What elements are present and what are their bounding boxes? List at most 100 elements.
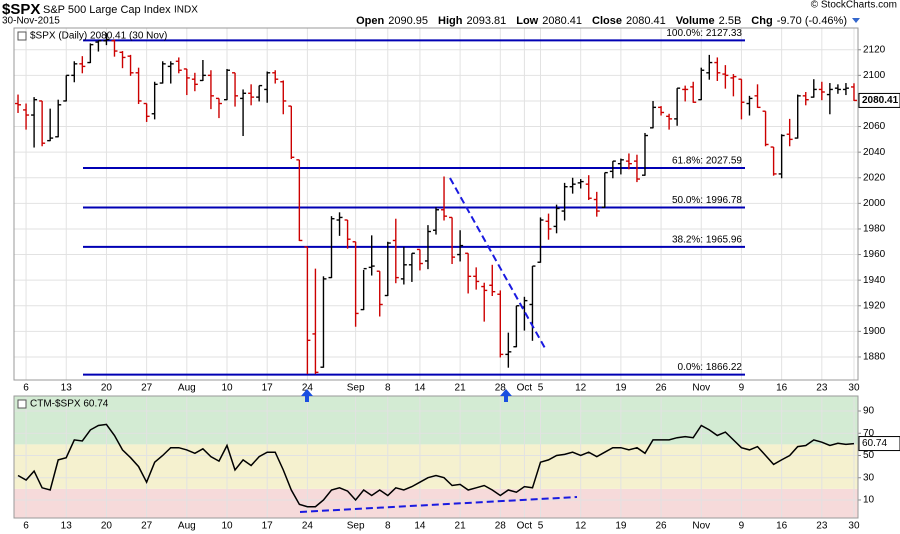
panels: 1880190019201940196019802000202020402060… [13,27,900,532]
arrow-up [301,389,313,402]
y-tick-label: 2040 [863,147,886,158]
x-tick-label: 10 [221,521,233,532]
x-tick-label: 27 [141,521,153,532]
last-value-tag [858,436,900,452]
panel: 1880190019201940196019802000202020402060… [13,27,900,394]
x-tick-label: 14 [414,521,426,532]
x-tick-label: Sep [347,521,365,532]
y-tick-label: 2120 [863,44,886,55]
menu-arrow[interactable] [852,18,860,23]
y-tick-label: 30 [863,472,875,483]
x-tick-label: Nov [692,521,710,532]
quote-line: Open 2090.95 High 2093.81 Low 2080.41 Close 208… [356,15,847,27]
fib-label: 100.0%: 2127.33 [666,28,742,39]
x-tick-label: 28 [495,521,507,532]
quote-value: 2080.41 [626,15,666,27]
fib-label: 0.0%: 1866.22 [678,362,743,373]
y-tick-label: 1920 [863,300,886,311]
y-tick-label: 1880 [863,352,886,363]
x-tick-label: 17 [262,383,274,394]
x-tick-label: 24 [302,521,314,532]
last-value-tag [858,92,900,108]
legend: CTM-$SPX 60.74 [30,399,109,410]
quote-value: 2093.81 [466,15,506,27]
x-tick-label: 28 [495,383,507,394]
x-tick-label: 20 [101,521,113,532]
y-tick-label: 50 [863,450,875,461]
fib-label: 61.8%: 2027.59 [672,156,742,167]
x-tick-label: 14 [414,383,426,394]
y-tick-label: 1980 [863,224,886,235]
last-value-label: 2080.41 [862,95,899,106]
x-tick-label: 10 [221,383,233,394]
copyright: © StockCharts.com [811,0,897,11]
x-tick-label: 9 [739,521,745,532]
y-tick-label: 2020 [863,172,886,183]
quote-value: 2080.41 [542,15,582,27]
x-tick-label: 21 [455,521,467,532]
x-tick-label: 12 [575,383,587,394]
quote-label: Open [356,15,384,27]
security-name: S&P 500 Large Cap Index [43,4,171,16]
x-tick-label: 6 [23,383,29,394]
trend-line [299,496,578,513]
exchange: INDX [174,5,198,16]
y-tick-label: 2060 [863,121,886,132]
x-tick-label: 16 [776,383,788,394]
y-tick-label: 90 [863,406,875,417]
quote-value: 2.5B [719,15,742,27]
x-tick-label: Sep [347,383,365,394]
arrow-up [500,389,512,402]
plot-frame [13,395,859,519]
x-tick-label: 13 [61,383,73,394]
x-tick-label: Nov [692,383,710,394]
x-tick-label: 24 [302,383,314,394]
y-tick-label: 2100 [863,70,886,81]
legend-icon [17,399,27,409]
last-value-label: 60.74 [862,438,887,449]
x-tick-label: 6 [23,521,29,532]
x-tick-label: 5 [538,521,544,532]
x-tick-label: 16 [776,521,788,532]
x-tick-label: Oct [517,521,533,532]
x-tick-label: 9 [739,383,745,394]
y-tick-label: 2000 [863,198,886,209]
x-tick-label: 5 [538,383,544,394]
x-tick-label: 27 [141,383,153,394]
legend: $SPX (Daily) 2080.41 (30 Nov) [30,31,167,42]
quote-label: Low [516,15,538,27]
symbol: $SPX [2,1,40,18]
x-tick-label: 17 [262,521,274,532]
y-tick-label: 1900 [863,326,886,337]
y-tick-label: 1960 [863,249,886,260]
x-tick-label: 13 [61,521,73,532]
x-tick-label: 8 [385,383,391,394]
panel: 10 30 50 70 90 6 13 20 27 Aug 10 17 24 Sep 8 14 21 28 Oct 5… [13,395,900,532]
x-tick-label: 20 [101,383,113,394]
legend-icon [17,31,27,41]
x-tick-label: Aug [178,383,196,394]
x-tick-label: Oct [517,383,533,394]
y-tick-label: 10 [863,495,875,506]
quote-label: Chg [751,15,772,27]
zone [14,488,858,518]
indicator-line [17,423,855,508]
x-tick-label: Aug [178,521,196,532]
x-tick-label: 30 [848,521,860,532]
zone [14,444,858,489]
plot-frame [13,27,859,381]
x-tick-label: 30 [848,383,860,394]
x-tick-label: 26 [656,383,668,394]
quote-label: High [438,15,463,27]
date: 30-Nov-2015 [2,16,60,27]
quote-value: -9.70 (-0.46%) [777,15,847,27]
fib-label: 50.0%: 1996.78 [672,195,742,206]
x-tick-label: 26 [656,521,668,532]
quote-label: Volume [676,15,715,27]
quote-label: Close [592,15,622,27]
fib-label: 38.2%: 1965.96 [672,235,742,246]
x-tick-label: 8 [385,521,391,532]
x-tick-label: 19 [615,383,627,394]
